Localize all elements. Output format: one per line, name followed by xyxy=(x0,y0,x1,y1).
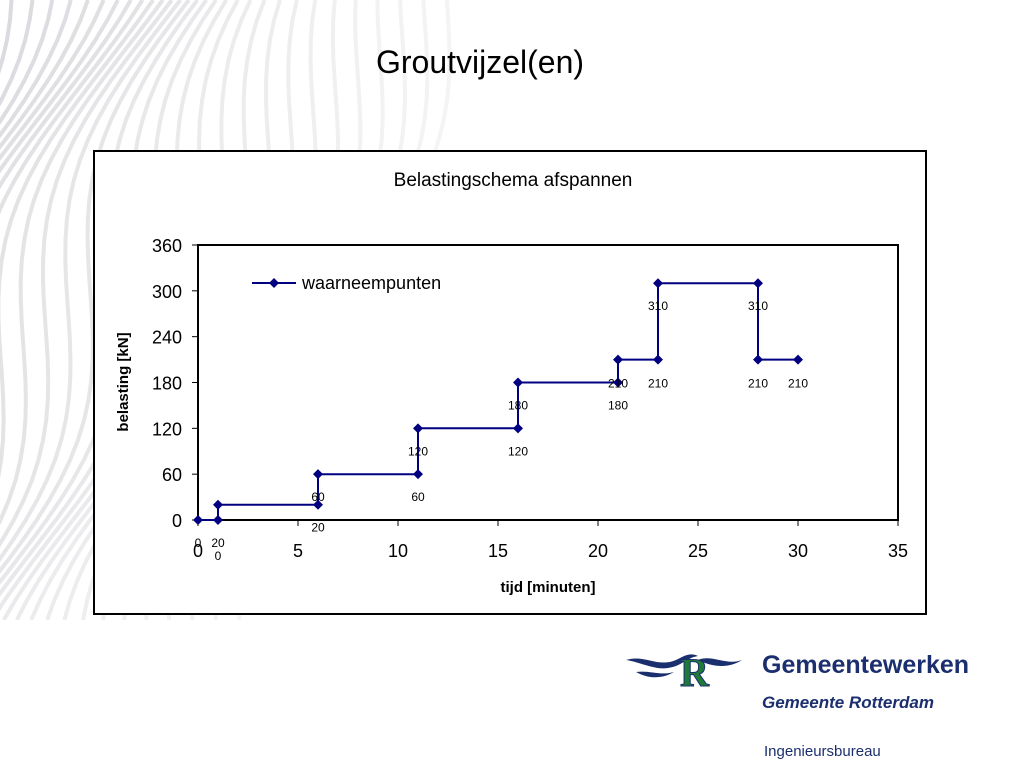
chart-title: Belastingschema afspannen xyxy=(394,170,633,191)
data-label: 210 xyxy=(648,377,668,391)
y-tick-label: 60 xyxy=(162,465,182,485)
data-point-marker xyxy=(413,423,423,434)
data-label: 310 xyxy=(748,299,768,313)
legend-label: waarneempunten xyxy=(301,273,441,293)
wave-line xyxy=(0,0,182,563)
y-axis-label: belasting [kN] xyxy=(115,332,132,431)
rotterdam-logo-icon: R xyxy=(626,650,742,696)
data-label: 120 xyxy=(508,444,528,458)
legend-marker xyxy=(269,278,279,288)
data-label: 210 xyxy=(748,377,768,391)
data-point-marker xyxy=(193,515,203,525)
data-label: 60 xyxy=(411,490,425,504)
data-label: 20 xyxy=(311,521,325,535)
x-tick-label: 20 xyxy=(588,541,608,561)
y-tick-label: 180 xyxy=(152,374,182,394)
data-point-marker xyxy=(753,354,763,365)
data-point-marker xyxy=(513,377,523,388)
wave-line xyxy=(0,0,55,125)
data-label: 0 xyxy=(215,549,222,563)
wave-line xyxy=(0,0,155,479)
x-tick-label: 25 xyxy=(688,541,708,561)
data-point-marker xyxy=(793,354,803,365)
data-label: 310 xyxy=(648,299,668,313)
brand-subtitle: Gemeente Rotterdam xyxy=(762,693,934,712)
department-label: Ingenieursbureau xyxy=(764,743,881,760)
wave-line xyxy=(0,0,191,575)
y-tick-label: 360 xyxy=(152,236,182,256)
chart-frame: Belastingschema afspannen 0 60 120 180 240 300… xyxy=(93,150,927,615)
data-label: 20 xyxy=(211,536,225,550)
data-label: 0 xyxy=(195,536,202,550)
y-tick-label: 240 xyxy=(152,328,182,348)
data-point-marker xyxy=(753,278,763,289)
x-tick-label: 0 xyxy=(193,541,203,561)
wave-line xyxy=(0,0,73,139)
x-tick-label: 35 xyxy=(888,541,908,561)
slide-title: Groutvijzel(en) xyxy=(375,44,585,80)
wave-line xyxy=(0,0,174,548)
svg-text:R: R xyxy=(680,650,710,695)
x-tick-label: 15 xyxy=(488,541,508,561)
x-tick-label: 30 xyxy=(788,541,808,561)
x-tick-label: 5 xyxy=(293,541,303,561)
data-point-marker xyxy=(613,354,623,365)
data-label: 180 xyxy=(508,399,528,413)
data-label: 210 xyxy=(608,377,628,391)
data-label: 120 xyxy=(408,444,428,458)
data-point-marker xyxy=(313,499,323,510)
data-point-marker xyxy=(653,354,663,365)
data-point-marker xyxy=(513,423,523,434)
data-point-marker xyxy=(213,515,223,525)
data-point-marker xyxy=(313,469,323,480)
wave-line xyxy=(0,0,145,215)
data-label: 180 xyxy=(608,399,628,413)
wave-line xyxy=(0,0,106,161)
y-tick-label: 300 xyxy=(152,282,182,302)
chart-plot: Belastingschema afspannen060120180240300… xyxy=(115,170,908,596)
data-point-marker xyxy=(213,499,223,510)
data-point-marker xyxy=(653,278,663,289)
wave-line xyxy=(0,0,120,174)
data-point-marker xyxy=(613,377,623,388)
x-tick-label: 10 xyxy=(388,541,408,561)
data-point-marker xyxy=(413,469,423,480)
x-axis-label: tijd [minuten] xyxy=(501,579,596,596)
wave-line xyxy=(0,0,133,190)
wave-line xyxy=(0,0,165,526)
brand-name: Gemeentewerken xyxy=(762,651,970,679)
data-label: 210 xyxy=(788,377,808,391)
y-tick-label: 120 xyxy=(152,419,182,439)
series-line xyxy=(198,282,798,521)
data-label: 60 xyxy=(311,490,325,504)
wave-line xyxy=(0,0,90,150)
y-tick-label: 0 xyxy=(172,511,182,531)
